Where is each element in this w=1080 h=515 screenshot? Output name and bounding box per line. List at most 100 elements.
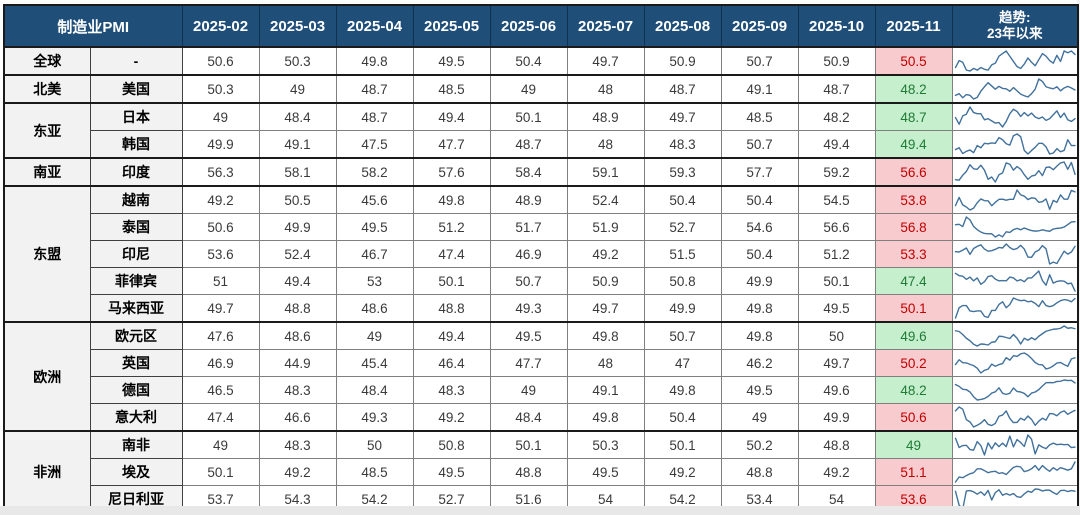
pmi-value-cell: 52.7 <box>643 213 722 241</box>
pmi-value-cell: 49.1 <box>566 376 645 404</box>
pmi-value-cell: 51.2 <box>412 213 491 241</box>
pmi-value-cell: 50.7 <box>720 130 799 159</box>
pmi-value-cell: 49.9 <box>720 267 799 295</box>
pmi-value-cell: 46.4 <box>412 349 491 377</box>
pmi-value-cell: 47.4 <box>412 240 491 268</box>
table-title: 制造业PMI <box>3 4 183 48</box>
pmi-value-cell: 48.9 <box>489 185 568 214</box>
pmi-value-cell: 50.4 <box>643 185 722 214</box>
pmi-value-cell: 48.5 <box>720 102 799 131</box>
pmi-value-cell: 47.6 <box>181 321 260 350</box>
pmi-value-cell: 49.1 <box>258 130 337 159</box>
sparkline-chart <box>953 404 1078 430</box>
table-row: 非洲 南非 49 48.3 50 50.8 50.1 50.3 50.1 50.2 48.8 49 <box>3 430 1079 514</box>
trend-sparkline-cell <box>951 458 1079 486</box>
trend-sparkline-cell <box>951 102 1079 131</box>
trend-sparkline-cell <box>951 213 1079 241</box>
pmi-value-cell: 47 <box>643 349 722 377</box>
region-cell: 欧洲 <box>3 321 91 432</box>
country-cell: 印尼 <box>89 240 183 268</box>
pmi-value-cell: 48.2 <box>797 102 876 131</box>
pmi-value-cell: 49.7 <box>566 46 645 76</box>
pmi-value-cell: 48.3 <box>412 376 491 404</box>
country-cell: - <box>89 46 183 76</box>
pmi-value-cell: 51 <box>181 267 260 295</box>
month-header: 2025-06 <box>489 4 568 48</box>
pmi-value-cell: 48.5 <box>335 458 414 486</box>
table-row: 德国 46.5 48.3 48.4 48.3 49 49.1 49.8 49.5 49.6 48.2 <box>4 376 1079 404</box>
pmi-table: 制造业PMI 2025-02 2025-03 2025-04 2025-05 2025-… <box>3 4 1080 514</box>
pmi-value-cell: 48.7 <box>335 102 414 131</box>
pmi-value-cell: 50 <box>335 430 414 459</box>
pmi-value-cell: 49.7 <box>181 294 260 323</box>
pmi-value-cell: 49 <box>181 430 260 459</box>
table-row: 欧洲 欧元区 47.6 48.6 49 49.4 49.5 49.8 50.7 49.8 50 49.… <box>3 321 1079 432</box>
pmi-latest-cell: 53.3 <box>874 240 953 268</box>
pmi-value-cell: 47.5 <box>335 130 414 159</box>
pmi-value-cell: 50.8 <box>643 267 722 295</box>
pmi-value-cell: 49.2 <box>258 458 337 486</box>
month-header: 2025-08 <box>643 4 722 48</box>
pmi-value-cell: 49.9 <box>643 294 722 323</box>
pmi-value-cell: 49.1 <box>720 74 799 104</box>
table-row: 全球 -50.6 50.3 49.8 49.5 50.4 49.7 50.9 50.7 50.9 5… <box>3 46 1079 76</box>
pmi-value-cell: 50.3 <box>181 74 260 104</box>
pmi-value-cell: 49.4 <box>412 321 491 350</box>
trend-header-cell: 趋势: 23年以来 <box>951 4 1079 48</box>
sparkline-chart <box>953 214 1078 240</box>
pmi-value-cell: 48.6 <box>258 321 337 350</box>
pmi-value-cell: 48.8 <box>720 458 799 486</box>
region-cell: 全球 <box>3 46 91 76</box>
pmi-value-cell: 44.9 <box>258 349 337 377</box>
pmi-value-cell: 49.3 <box>335 403 414 432</box>
pmi-value-cell: 48.4 <box>489 403 568 432</box>
pmi-value-cell: 49.5 <box>797 294 876 323</box>
country-cell: 南非 <box>89 430 183 459</box>
pmi-value-cell: 49 <box>489 74 568 104</box>
pmi-value-cell: 47.7 <box>412 130 491 159</box>
sparkline-chart <box>953 48 1078 74</box>
table-row: 南亚 印度 56.3 58.1 58.2 57.6 58.4 59.1 59.3 57.7 59.2… <box>3 157 1079 187</box>
sparkline-chart <box>953 104 1078 130</box>
pmi-value-cell: 48.4 <box>258 102 337 131</box>
sparkline-chart <box>953 187 1078 213</box>
pmi-latest-cell: 49 <box>874 430 953 459</box>
pmi-value-cell: 49.8 <box>566 403 645 432</box>
pmi-value-cell: 50.9 <box>566 267 645 295</box>
pmi-value-cell: 50.7 <box>720 46 799 76</box>
pmi-latest-cell: 56.8 <box>874 213 953 241</box>
pmi-value-cell: 48.3 <box>258 430 337 459</box>
pmi-latest-cell: 50.5 <box>874 46 953 76</box>
country-cell: 马来西亚 <box>89 294 183 323</box>
pmi-value-cell: 53.6 <box>181 240 260 268</box>
country-cell: 英国 <box>89 349 183 377</box>
sparkline-chart <box>953 432 1078 458</box>
pmi-value-cell: 49 <box>181 102 260 131</box>
page-bottom-margin <box>0 506 1080 515</box>
pmi-value-cell: 56.3 <box>181 157 260 187</box>
pmi-value-cell: 52.4 <box>566 185 645 214</box>
pmi-value-cell: 50.6 <box>181 213 260 241</box>
trend-sparkline-cell <box>951 74 1079 104</box>
pmi-value-cell: 58.4 <box>489 157 568 187</box>
pmi-value-cell: 50.3 <box>258 46 337 76</box>
pmi-value-cell: 46.7 <box>335 240 414 268</box>
pmi-value-cell: 48.4 <box>335 376 414 404</box>
pmi-value-cell: 50.1 <box>797 267 876 295</box>
region-cell: 东亚 <box>3 102 91 159</box>
pmi-latest-cell: 48.2 <box>874 74 953 104</box>
pmi-value-cell: 46.9 <box>489 240 568 268</box>
country-cell: 德国 <box>89 376 183 404</box>
trend-sparkline-cell <box>951 403 1079 432</box>
pmi-value-cell: 46.9 <box>181 349 260 377</box>
pmi-value-cell: 54.6 <box>720 213 799 241</box>
pmi-value-cell: 49.2 <box>412 403 491 432</box>
sparkline-chart <box>953 268 1078 294</box>
pmi-value-cell: 49.8 <box>720 321 799 350</box>
region-cell: 东盟 <box>3 185 91 323</box>
table-row: 印尼 53.6 52.4 46.7 47.4 46.9 49.2 51.5 50.4 51.2 53… <box>4 240 1079 268</box>
pmi-value-cell: 49 <box>489 376 568 404</box>
pmi-value-cell: 49.4 <box>412 102 491 131</box>
sparkline-chart <box>953 459 1078 485</box>
region-cell: 北美 <box>3 74 91 104</box>
